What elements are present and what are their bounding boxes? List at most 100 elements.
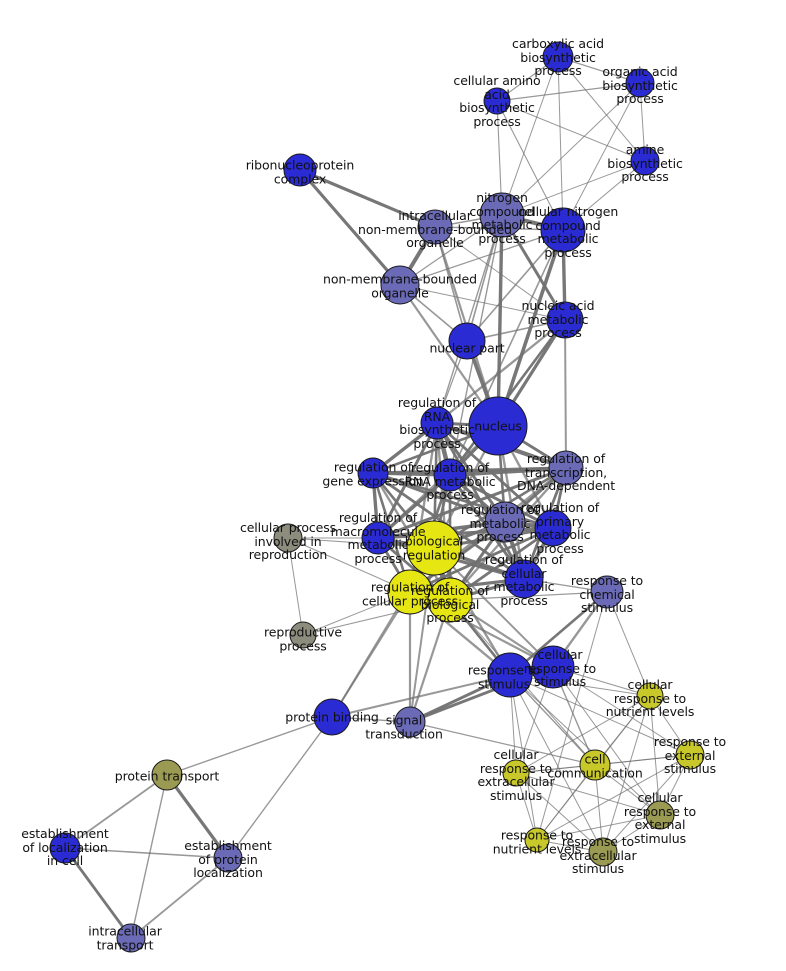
network-node[interactable] — [504, 559, 544, 599]
network-edge — [371, 466, 568, 475]
network-edge — [536, 814, 661, 841]
edge-layer — [63, 56, 691, 940]
network-node[interactable] — [590, 575, 624, 609]
network-node[interactable] — [420, 406, 454, 440]
network-node[interactable] — [645, 800, 675, 830]
network-edge — [501, 160, 646, 216]
network-edge — [496, 82, 641, 102]
network-edge — [509, 674, 651, 697]
network-edge — [434, 226, 566, 321]
network-node[interactable] — [116, 923, 146, 953]
network-node[interactable] — [531, 645, 575, 689]
network-node[interactable] — [502, 759, 530, 787]
network-edge — [409, 721, 596, 766]
network-node[interactable] — [542, 41, 574, 73]
network-edge — [509, 674, 604, 853]
network-edge — [496, 213, 504, 428]
network-edge — [435, 318, 567, 425]
network-edge — [227, 716, 333, 859]
network-node[interactable] — [273, 523, 303, 553]
network-edge — [562, 82, 641, 231]
network-node[interactable] — [213, 843, 243, 873]
network-edge — [501, 82, 641, 216]
network-node[interactable] — [636, 682, 664, 710]
network-edge — [536, 591, 608, 841]
network-edge — [64, 847, 229, 859]
network-node[interactable] — [313, 698, 351, 736]
network-edge — [166, 716, 333, 776]
network-node[interactable] — [151, 759, 183, 791]
network-node[interactable] — [588, 837, 618, 867]
network-node[interactable] — [427, 577, 473, 623]
network-edge — [606, 591, 651, 697]
network-edge — [496, 100, 564, 231]
network-edge — [409, 547, 435, 723]
network-node[interactable] — [417, 209, 453, 245]
network-edge — [63, 846, 133, 940]
network-node[interactable] — [548, 450, 584, 486]
network-node[interactable] — [487, 652, 533, 698]
node-layer — [49, 41, 705, 953]
network-node[interactable] — [630, 146, 660, 176]
network-node[interactable] — [579, 749, 611, 781]
network-edge — [509, 674, 691, 756]
network-edge — [515, 695, 651, 774]
network-edge — [399, 284, 566, 321]
network-edge — [564, 319, 567, 469]
network-node[interactable] — [361, 521, 395, 555]
network-edge — [435, 421, 555, 530]
network-edge — [602, 695, 651, 853]
network-edge — [649, 695, 661, 816]
network-edge — [298, 168, 437, 229]
network-node[interactable] — [357, 457, 389, 489]
network-edge — [130, 774, 168, 939]
network-edge — [552, 666, 691, 756]
network-edge — [501, 56, 559, 216]
network-edge — [509, 674, 538, 841]
network-node[interactable] — [283, 153, 317, 187]
network-node[interactable] — [433, 458, 467, 492]
network-node[interactable] — [484, 501, 526, 543]
network-edge — [298, 168, 402, 287]
network-edge — [436, 214, 503, 424]
network-edge — [448, 318, 567, 477]
network-node[interactable] — [394, 706, 426, 738]
network-edge — [509, 674, 661, 816]
network-edge — [536, 754, 691, 841]
network-node[interactable] — [534, 509, 572, 547]
network-edge — [496, 100, 646, 162]
network-edge — [448, 473, 555, 530]
network-edge — [557, 56, 646, 162]
network-node[interactable] — [289, 621, 317, 649]
network-node[interactable] — [479, 192, 525, 238]
network-node[interactable] — [546, 301, 584, 339]
network-node[interactable] — [406, 520, 462, 576]
network-edge — [165, 773, 230, 860]
network-node[interactable] — [483, 87, 511, 115]
network-edge — [552, 666, 661, 816]
network-node[interactable] — [448, 322, 486, 360]
network-node[interactable] — [380, 265, 420, 305]
network-node[interactable] — [468, 396, 528, 456]
network-edge — [515, 772, 661, 816]
network-node[interactable] — [387, 569, 433, 615]
network-edge — [515, 772, 604, 853]
network-edge — [399, 229, 564, 286]
network-edge — [408, 526, 555, 594]
network-edge — [64, 774, 168, 849]
network-node[interactable] — [625, 68, 655, 98]
network-node[interactable] — [675, 740, 705, 770]
network-node[interactable] — [524, 827, 550, 853]
network-edge — [602, 754, 691, 853]
network-edge — [433, 547, 554, 668]
network-edge — [130, 857, 229, 939]
network-edge — [466, 229, 564, 342]
network-edge — [557, 56, 564, 231]
network-node[interactable] — [540, 207, 586, 253]
network-node[interactable] — [49, 832, 81, 864]
network-edge — [287, 537, 304, 636]
network-edge — [331, 674, 511, 718]
network-edge — [536, 764, 596, 841]
